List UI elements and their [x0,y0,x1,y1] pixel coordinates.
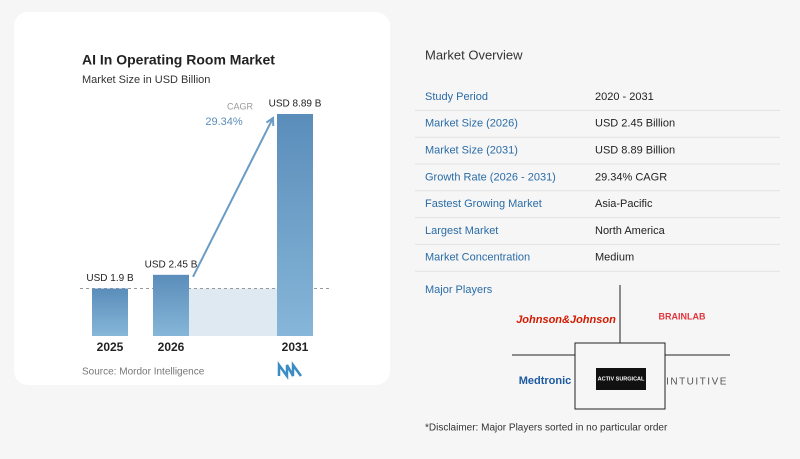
player-logo: Johnson&Johnson [516,314,616,326]
cagr-value: 29.34% [205,116,243,128]
overview-value: Medium [595,252,634,264]
player-logo: Medtronic [519,375,572,387]
overview-label: Growth Rate (2026 - 2031) [425,171,556,183]
overview-label: Fastest Growing Market [425,198,542,210]
players-grid [512,285,730,410]
player-logo: BRAINLAB [659,311,706,321]
players-title: Major Players [425,284,493,296]
overview-label: Market Concentration [425,252,530,264]
bar [153,274,189,336]
player-logo: INTUITIVE [666,377,728,388]
chart-subtitle: Market Size in USD Billion [82,74,210,86]
source: Source: Mordor Intelligence [82,367,205,378]
overview-value: USD 2.45 Billion [595,118,675,130]
disclaimer: *Disclaimer: Major Players sorted in no … [425,423,668,434]
player-logo: ACTIV SURGICAL [598,376,645,382]
overview-value: North America [595,225,666,237]
overview-label: Market Size (2026) [425,118,518,130]
logo-box [596,368,646,390]
overview-value: 29.34% CAGR [595,171,667,183]
value-label: USD 2.45 B [145,259,198,270]
x-tick-label: 2031 [282,340,309,354]
cagr-label: CAGR [227,101,254,111]
bar [277,114,313,336]
overview-value: USD 8.89 Billion [595,145,675,157]
cagr-arrow [192,117,274,278]
overview-title: Market Overview [425,47,523,62]
overview-table: Study Period 2020 - 2031 Market Size (2026… [415,91,780,272]
overview-label: Study Period [425,91,488,103]
growth-area [189,288,277,336]
bar [92,288,128,336]
overview-value: Asia-Pacific [595,198,653,210]
overview-value: 2020 - 2031 [595,91,654,103]
arrow-head [265,116,275,127]
value-label: USD 1.9 B [86,273,134,284]
x-tick-label: 2025 [97,340,124,354]
x-tick-label: 2026 [158,340,185,354]
brand-logo [277,361,303,380]
chart-title: AI In Operating Room Market [82,52,275,68]
value-label: USD 8.89 B [269,99,322,110]
overview-label: Largest Market [425,225,498,237]
overview-label: Market Size (2031) [425,145,518,157]
